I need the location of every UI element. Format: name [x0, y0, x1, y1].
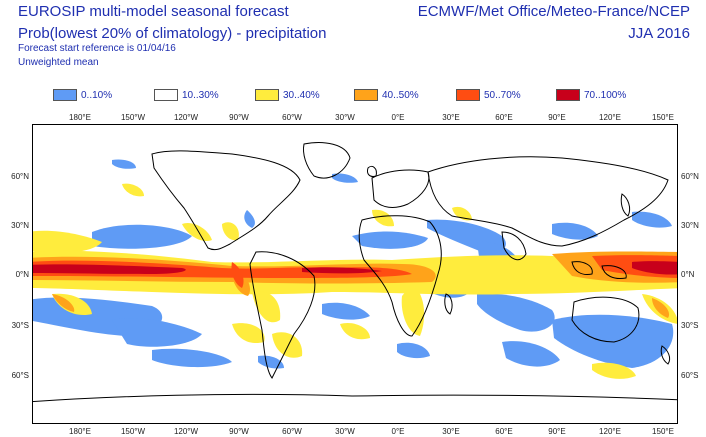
tick-label: 60°W [282, 427, 302, 436]
legend-swatch [154, 89, 178, 101]
legend-swatch [53, 89, 77, 101]
tick-label: 120°E [599, 427, 621, 436]
coastlines [32, 142, 678, 403]
tick-label: 30°W [335, 427, 355, 436]
forecast-reference: Forecast start reference is 01/04/16 [18, 43, 176, 54]
legend-item: 70..100% [556, 88, 626, 102]
tick-label: 120°W [174, 427, 199, 436]
legend-label: 0..10% [81, 89, 113, 101]
map-title: EUROSIP multi-model seasonal forecast [18, 3, 289, 20]
tick-label: 60°W [282, 113, 302, 122]
legend-item: 0..10% [53, 88, 112, 102]
tick-label: 180°E [69, 113, 91, 122]
tick-label: 30°E [442, 113, 459, 122]
tick-label: 30°W [335, 113, 355, 122]
legend-item: 50..70% [456, 88, 521, 102]
tick-label: 120°E [599, 113, 621, 122]
tick-label: 60°N [11, 172, 29, 181]
tick-label: 30°N [11, 221, 29, 230]
tick-label: 0°E [392, 113, 405, 122]
legend-swatch [354, 89, 378, 101]
weighting-note: Unweighted mean [18, 57, 99, 68]
tick-label: 90°W [229, 427, 249, 436]
tick-label: 60°E [495, 113, 512, 122]
legend-swatch [556, 89, 580, 101]
tick-label: 0°N [16, 270, 30, 279]
map-subtitle: Prob(lowest 20% of climatology) - precip… [18, 25, 327, 42]
legend-label: 50..70% [484, 89, 521, 101]
map-canvas [32, 124, 678, 424]
tick-label: 150°E [652, 427, 674, 436]
category-70-100-regions [32, 261, 678, 275]
tick-label: 60°N [681, 172, 699, 181]
tick-label: 30°S [12, 321, 29, 330]
tick-label: 60°S [681, 371, 698, 380]
tick-label: 30°S [681, 321, 698, 330]
legend-label: 40..50% [382, 89, 419, 101]
legend-item: 40..50% [354, 88, 419, 102]
tick-label: 180°E [69, 427, 91, 436]
map-frame [32, 124, 678, 424]
tick-label: 150°W [121, 427, 146, 436]
tick-label: 60°E [495, 427, 512, 436]
precipitation-map [32, 124, 678, 424]
legend-item: 30..40% [255, 88, 320, 102]
centres-label: ECMWF/Met Office/Meteo-France/NCEP [417, 3, 690, 20]
legend: 0..10% 10..30% 30..40% 40..50% 50..70% 7… [0, 88, 706, 104]
season-label: JJA 2016 [628, 25, 690, 42]
tick-label: 120°W [174, 113, 199, 122]
legend-swatch [456, 89, 480, 101]
legend-item: 10..30% [154, 88, 219, 102]
tick-label: 30°N [681, 221, 699, 230]
tick-label: 0°N [681, 270, 695, 279]
legend-label: 10..30% [182, 89, 219, 101]
tick-label: 0°E [392, 427, 405, 436]
tick-label: 150°W [121, 113, 146, 122]
tick-label: 60°S [12, 371, 29, 380]
tick-label: 90°E [548, 113, 565, 122]
tick-label: 30°E [442, 427, 459, 436]
tick-label: 90°W [229, 113, 249, 122]
legend-swatch [255, 89, 279, 101]
legend-label: 70..100% [584, 89, 627, 101]
tick-label: 150°E [652, 113, 674, 122]
legend-label: 30..40% [283, 89, 320, 101]
tick-label: 90°E [548, 427, 565, 436]
